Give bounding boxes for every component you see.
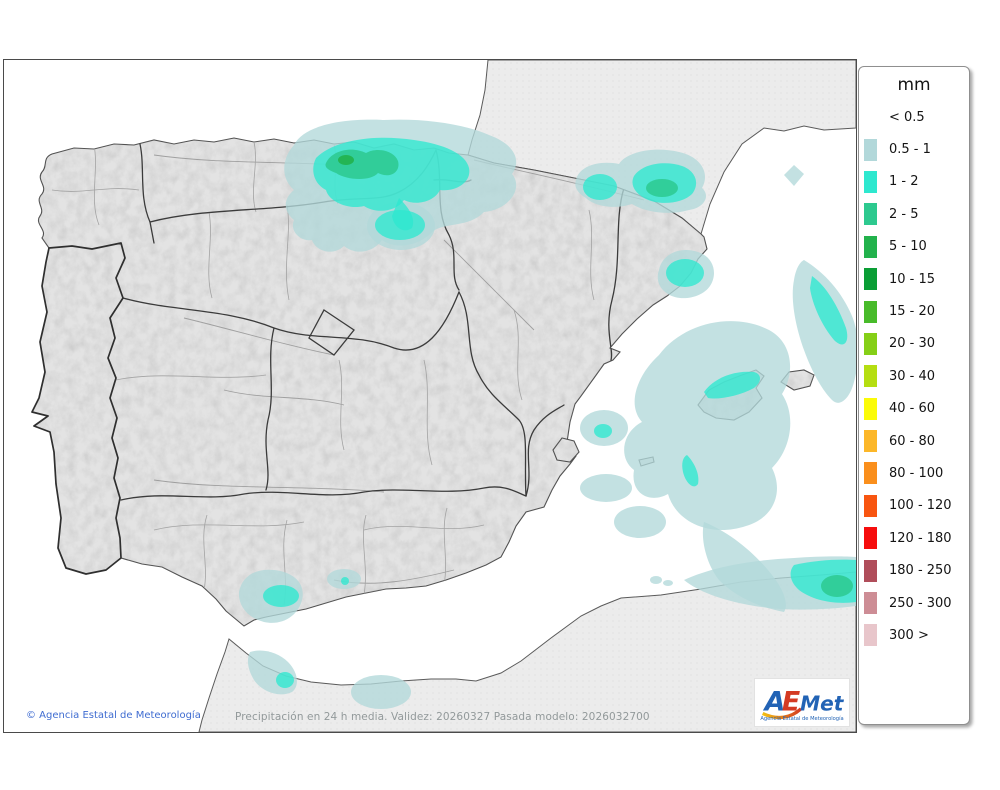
legend-entry-label: 60 - 80 bbox=[889, 433, 936, 449]
legend-entry-label: 15 - 20 bbox=[889, 304, 936, 320]
legend-swatch bbox=[864, 203, 877, 226]
aemet-logo: A E Met Agencia Estatal de Meteorología bbox=[754, 678, 850, 727]
legend-entry-label: 0.5 - 1 bbox=[889, 142, 931, 158]
legend-entry: 10 - 15 bbox=[859, 263, 969, 295]
legend-entry-label: 120 - 180 bbox=[889, 530, 952, 546]
legend-title: mm bbox=[897, 75, 931, 95]
legend-entry-label: 180 - 250 bbox=[889, 563, 952, 579]
legend-entry-label: < 0.5 bbox=[889, 109, 925, 125]
precip-areas-5-10mm bbox=[338, 155, 354, 165]
legend-entry-label: 30 - 40 bbox=[889, 368, 936, 384]
legend-entry: 120 - 180 bbox=[859, 522, 969, 554]
legend-swatch bbox=[864, 138, 877, 161]
legend-entry: 2 - 5 bbox=[859, 198, 969, 230]
legend-swatch bbox=[864, 624, 877, 647]
legend-swatch bbox=[864, 235, 877, 258]
precipitation-map bbox=[4, 60, 856, 732]
legend-entry-label: 40 - 60 bbox=[889, 401, 936, 417]
legend-entry-label: 300 > bbox=[889, 627, 929, 643]
legend-swatch bbox=[864, 170, 877, 193]
legend-swatch bbox=[864, 527, 877, 550]
legend-entry-label: 250 - 300 bbox=[889, 595, 952, 611]
precipitation-legend: mm < 0.5 0.5 - 1 1 - 2 2 - 5 5 - 10 10 - 15 1… bbox=[858, 66, 970, 725]
legend-entry-below-threshold: < 0.5 bbox=[859, 101, 969, 133]
aemet-logo-letter-e: E bbox=[782, 687, 800, 718]
legend-entry: 5 - 10 bbox=[859, 231, 969, 263]
legend-swatch bbox=[864, 430, 877, 453]
legend-entry-label: 100 - 120 bbox=[889, 498, 952, 514]
legend-entry-label: 2 - 5 bbox=[889, 206, 919, 222]
legend-entry: 20 - 30 bbox=[859, 328, 969, 360]
legend-entry: 80 - 100 bbox=[859, 457, 969, 489]
legend-swatch bbox=[864, 365, 877, 388]
aemet-logo-graphic: A E Met Agencia Estatal de Meteorología bbox=[760, 687, 845, 723]
legend-entry-label: 80 - 100 bbox=[889, 465, 944, 481]
legend-entry: 180 - 250 bbox=[859, 554, 969, 586]
legend-swatch bbox=[864, 397, 877, 420]
legend-entry: 30 - 40 bbox=[859, 360, 969, 392]
legend-entry-label: 20 - 30 bbox=[889, 336, 936, 352]
legend-swatch bbox=[864, 592, 877, 615]
legend-swatch bbox=[864, 268, 877, 291]
legend-swatch-blank bbox=[864, 106, 877, 128]
legend-entry-label: 5 - 10 bbox=[889, 239, 927, 255]
legend-swatch bbox=[864, 300, 877, 323]
legend-swatch bbox=[864, 494, 877, 517]
copyright-notice: © Agencia Estatal de Meteorología bbox=[26, 710, 201, 721]
legend-swatch bbox=[864, 332, 877, 355]
legend-entry-label: 1 - 2 bbox=[889, 174, 919, 190]
province-borders bbox=[51, 141, 595, 606]
aemet-logo-letter-a: A bbox=[763, 687, 786, 718]
legend-entry: 60 - 80 bbox=[859, 425, 969, 457]
legend-entry: 15 - 20 bbox=[859, 295, 969, 327]
aemet-logo-letters-met: Met bbox=[800, 692, 845, 716]
legend-entry: 100 - 120 bbox=[859, 490, 969, 522]
map-caption: Precipitación en 24 h media. Validez: 20… bbox=[235, 711, 650, 723]
legend-entry: 0.5 - 1 bbox=[859, 133, 969, 165]
legend-entries: 0.5 - 1 1 - 2 2 - 5 5 - 10 10 - 15 15 - 20 20 … bbox=[859, 133, 969, 651]
aemet-logo-swoosh bbox=[761, 707, 803, 720]
legend-entry: 300 > bbox=[859, 619, 969, 651]
aemet-logo-subtitle: Agencia Estatal de Meteorología bbox=[760, 715, 843, 722]
map-frame: © Agencia Estatal de Meteorología Precip… bbox=[3, 59, 857, 733]
legend-entry-label: 10 - 15 bbox=[889, 271, 936, 287]
legend-swatch bbox=[864, 462, 877, 485]
legend-entry: 250 - 300 bbox=[859, 587, 969, 619]
legend-entry: 40 - 60 bbox=[859, 393, 969, 425]
legend-entry: 1 - 2 bbox=[859, 166, 969, 198]
legend-swatch bbox=[864, 559, 877, 582]
